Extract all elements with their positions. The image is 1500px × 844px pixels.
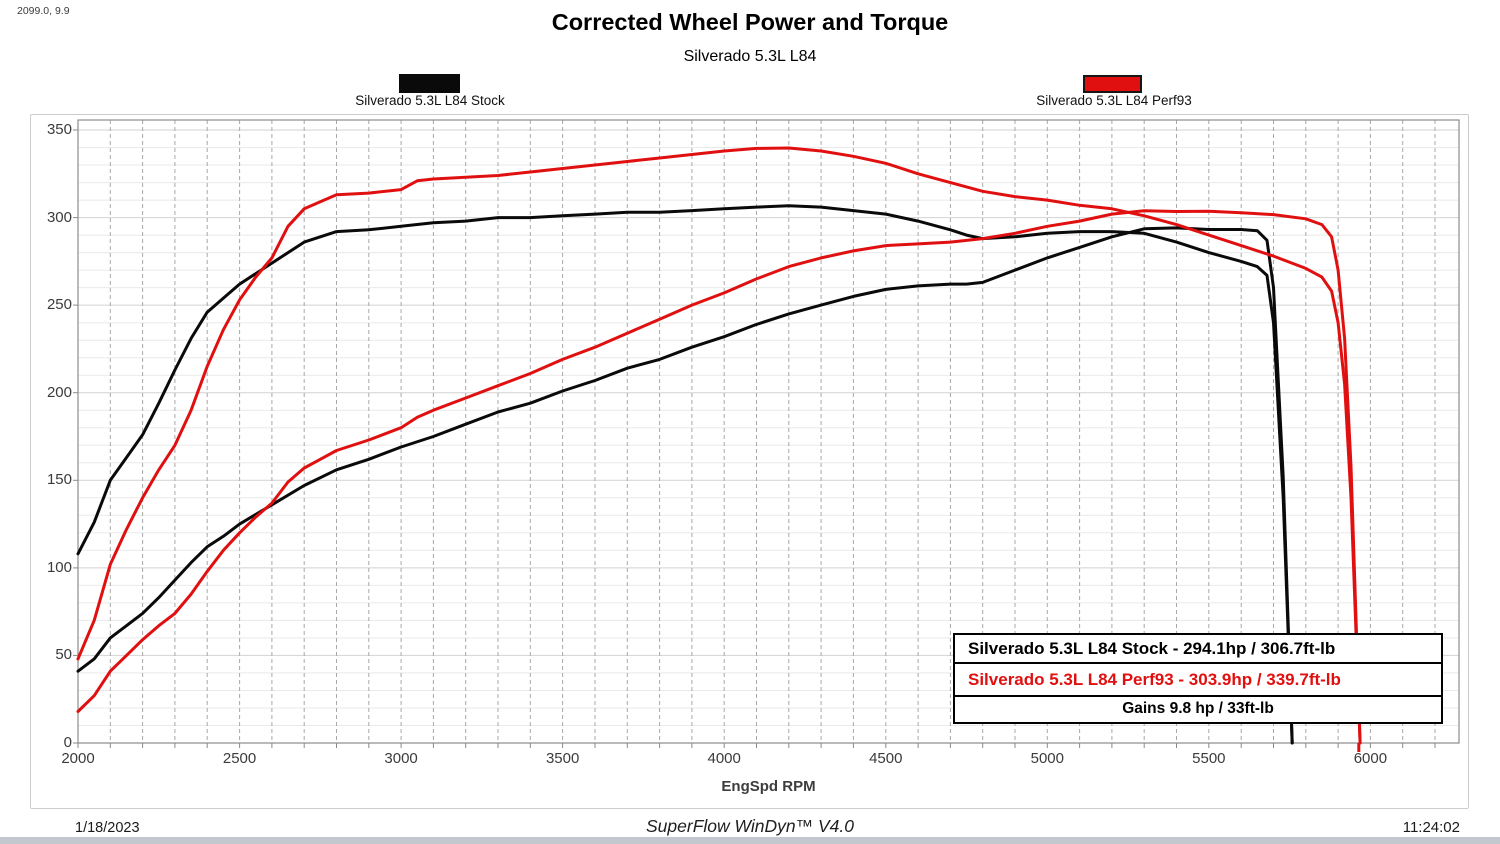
- y-tick-label: 250: [46, 296, 72, 314]
- footer-date: 1/18/2023: [75, 820, 140, 836]
- x-tick-label: 2000: [61, 750, 95, 767]
- x-tick-label: 4500: [869, 750, 903, 767]
- series-stock-power-hp-line: [76, 226, 1294, 745]
- legend-label-perf93: Silverado 5.3L L84 Perf93: [1036, 93, 1192, 108]
- results-row-perf93: Silverado 5.3L L84 Perf93 - 303.9hp / 33…: [955, 664, 1441, 697]
- results-row-stock: Silverado 5.3L L84 Stock - 294.1hp / 306…: [955, 635, 1441, 664]
- results-row-gains: Gains 9.8 hp / 33ft-lb: [1122, 700, 1274, 717]
- y-tick-label: 300: [46, 208, 72, 226]
- y-tick-label: 150: [46, 471, 72, 489]
- footer-time: 11:24:02: [1402, 819, 1460, 836]
- results-box: Silverado 5.3L L84 Stock - 294.1hp / 306…: [953, 633, 1443, 724]
- x-tick-label: 6000: [1353, 750, 1388, 767]
- series-stock-torque-ft-lb-line: [76, 204, 1294, 745]
- y-tick-label: 200: [46, 383, 72, 401]
- y-tick-label: 0: [63, 734, 72, 751]
- y-tick-label: 50: [55, 646, 72, 664]
- window-bottom-edge: [0, 837, 1500, 844]
- series-perf93-power-hp-line: [76, 209, 1362, 745]
- series-perf93-torque-ft-lb-line: [76, 146, 1362, 745]
- page-title: Corrected Wheel Power and Torque: [551, 9, 949, 35]
- x-axis-title: EngSpd RPM: [721, 778, 816, 795]
- y-tick-label: 350: [46, 121, 72, 138]
- legend-label-stock: Silverado 5.3L L84 Stock: [355, 93, 505, 108]
- x-tick-label: 5500: [1192, 750, 1226, 767]
- x-tick-label: 4000: [707, 750, 741, 767]
- footer-app-version: SuperFlow WinDyn™ V4.0: [646, 816, 854, 836]
- y-tick-label: 100: [46, 558, 72, 576]
- legend-swatch-perf93: [1083, 75, 1142, 93]
- x-tick-label: 3000: [384, 750, 418, 767]
- x-tick-label: 2500: [222, 750, 257, 767]
- legend-swatch-stock: [399, 74, 460, 93]
- x-tick-label: 5000: [1030, 750, 1064, 767]
- x-tick-label: 3500: [545, 750, 580, 767]
- page-subtitle: Silverado 5.3L L84: [683, 48, 817, 65]
- cursor-readout: 2099.0, 9.9: [17, 5, 70, 17]
